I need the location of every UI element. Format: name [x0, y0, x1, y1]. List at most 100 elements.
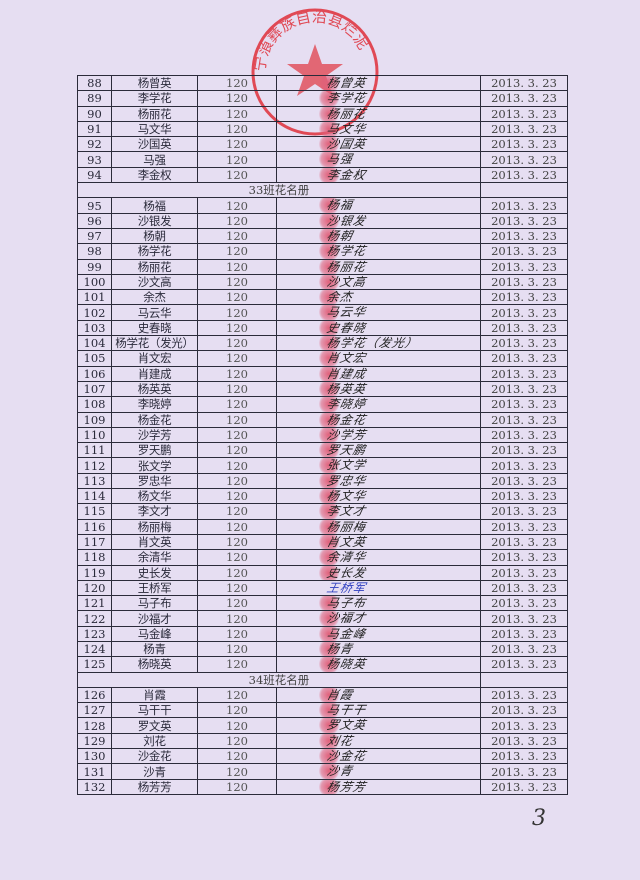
fingerprint-mark	[319, 474, 339, 488]
handwritten-signature: 沙福才	[325, 611, 368, 626]
handwritten-signature: 杨晓英	[325, 657, 368, 672]
handwritten-signature: 杨丽花	[325, 106, 368, 121]
section-header-row: 33班花名册	[77, 182, 568, 199]
signature-cell: 马云华	[276, 304, 481, 321]
amount: 120	[197, 640, 277, 658]
signature-cell: 肖文宏	[276, 350, 481, 367]
row-number: 100	[77, 273, 112, 291]
date: 2013. 3. 23	[480, 120, 568, 138]
amount: 120	[197, 763, 277, 780]
student-name: 马子布	[111, 595, 198, 612]
amount: 120	[197, 748, 277, 765]
signature-cell: 张文学	[276, 457, 481, 474]
date: 2013. 3. 23	[480, 365, 568, 382]
student-name: 杨丽花	[111, 258, 198, 275]
fingerprint-mark	[319, 168, 339, 182]
signature-cell: 李金权	[276, 166, 481, 184]
fingerprint-mark	[319, 520, 339, 534]
signature-cell: 杨文华	[276, 488, 481, 505]
amount: 120	[197, 197, 277, 214]
amount: 120	[197, 136, 277, 153]
table-row: 115 李文才 120 李文才 2013. 3. 23	[77, 503, 568, 520]
fingerprint-mark	[319, 596, 339, 610]
signature-cell: 杨英英	[276, 380, 481, 398]
amount: 120	[197, 533, 277, 551]
student-name: 杨丽花	[111, 105, 198, 122]
handwritten-signature: 史春晓	[325, 320, 368, 335]
row-number: 115	[77, 503, 112, 520]
handwritten-signature: 杨丽梅	[325, 519, 368, 534]
signature-cell: 马强	[276, 151, 481, 168]
date: 2013. 3. 23	[480, 212, 568, 229]
row-number: 112	[77, 457, 112, 474]
handwritten-signature: 余清华	[325, 550, 368, 565]
row-number: 132	[77, 778, 112, 795]
row-number: 104	[77, 335, 112, 352]
amount: 120	[197, 457, 277, 474]
amount: 120	[197, 503, 277, 520]
date: 2013. 3. 23	[480, 702, 568, 719]
table-row: 121 马子布 120 马子布 2013. 3. 23	[77, 595, 568, 612]
student-name: 史长发	[111, 564, 198, 581]
table-row: 102 马云华 120 马云华 2013. 3. 23	[77, 304, 568, 321]
student-name: 杨丽梅	[111, 518, 198, 535]
fingerprint-mark	[319, 566, 339, 580]
fingerprint-mark	[319, 305, 339, 320]
amount: 120	[197, 778, 277, 795]
student-name: 李文才	[111, 503, 198, 520]
amount: 120	[197, 564, 277, 581]
student-name: 罗天鹏	[111, 442, 198, 459]
row-number: 92	[77, 136, 112, 153]
fingerprint-mark	[319, 458, 339, 473]
signature-cell: 杨丽梅	[276, 518, 481, 535]
table-row: 107 杨英英 120 杨英英 2013. 3. 23	[77, 380, 568, 398]
roster-table: 88 杨曾英 120 杨曾英 2013. 3. 23 89 李学花 120 李学花…	[77, 74, 568, 795]
row-number: 110	[77, 426, 112, 444]
signature-cell: 刘花	[276, 732, 481, 750]
table-row: 123 马金峰 120 马金峰 2013. 3. 23	[77, 625, 568, 642]
signature-cell: 杨学花	[276, 243, 481, 260]
empty-date-cell	[480, 182, 568, 199]
table-row: 98 杨学花 120 杨学花 2013. 3. 23	[77, 243, 568, 260]
date: 2013. 3. 23	[480, 640, 568, 658]
amount: 120	[197, 411, 277, 428]
row-number: 109	[77, 411, 112, 428]
date: 2013. 3. 23	[480, 656, 568, 673]
handwritten-signature: 李学花	[325, 91, 368, 106]
date: 2013. 3. 23	[480, 426, 568, 444]
table-row: 116 杨丽梅 120 杨丽梅 2013. 3. 23	[77, 518, 568, 535]
table-row: 99 杨丽花 120 杨丽花 2013. 3. 23	[77, 258, 568, 275]
student-name: 杨学花	[111, 243, 198, 260]
amount: 120	[197, 579, 277, 597]
table-row: 126 肖霞 120 肖霞 2013. 3. 23	[77, 686, 568, 704]
fingerprint-mark	[319, 336, 339, 350]
fingerprint-mark	[319, 76, 339, 90]
table-row: 119 史长发 120 史长发 2013. 3. 23	[77, 564, 568, 581]
date: 2013. 3. 23	[480, 472, 568, 490]
fingerprint-mark	[319, 321, 339, 335]
section-title: 33班花名册	[77, 182, 481, 199]
table-row: 89 李学花 120 李学花 2013. 3. 23	[77, 90, 568, 107]
signature-cell: 李文才	[276, 503, 481, 520]
student-name: 肖文宏	[111, 350, 198, 367]
amount: 120	[197, 227, 277, 245]
handwritten-signature: 罗文英	[325, 718, 368, 733]
date: 2013. 3. 23	[480, 319, 568, 337]
date: 2013. 3. 23	[480, 595, 568, 612]
student-name: 杨金花	[111, 411, 198, 428]
fingerprint-mark	[319, 443, 339, 457]
fingerprint-mark	[319, 214, 339, 228]
date: 2013. 3. 23	[480, 717, 568, 734]
table-row: 103 史春晓 120 史春晓 2013. 3. 23	[77, 319, 568, 337]
amount: 120	[197, 120, 277, 138]
section-header-row: 34班花名册	[77, 671, 568, 688]
table-row: 130 沙金花 120 沙金花 2013. 3. 23	[77, 748, 568, 765]
handwritten-signature: 杨芳芳	[325, 779, 368, 794]
student-name: 杨学花（发光）	[111, 335, 198, 352]
date: 2013. 3. 23	[480, 304, 568, 321]
amount: 120	[197, 717, 277, 734]
handwritten-signature: 余杰	[325, 290, 355, 305]
handwritten-signature: 马强	[325, 152, 355, 167]
signature-cell: 沙银发	[276, 212, 481, 229]
fingerprint-mark	[319, 122, 339, 136]
